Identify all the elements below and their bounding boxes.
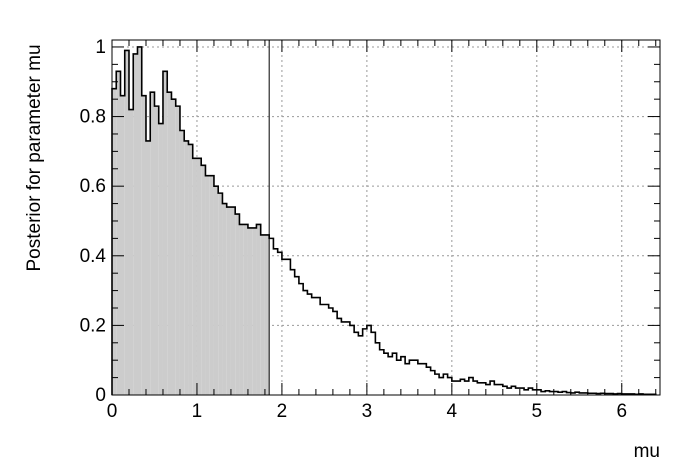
histogram-bin-fill (133, 53, 138, 395)
histogram-bin-fill (252, 227, 257, 395)
tick-layer: 0 1 2 3 4 5 6 0 0.2 0.4 0.6 0.8 1 (80, 37, 660, 422)
histogram-bin-fill (243, 224, 248, 395)
histogram-bin-fill (235, 214, 240, 395)
histogram-bin-fill (162, 71, 168, 395)
histogram-bin-fill (188, 144, 193, 395)
histogram-bin-fill (150, 92, 155, 396)
histogram-bin-fill (167, 92, 172, 396)
histogram-bin-fill (256, 224, 261, 395)
histogram-bin-fill (239, 224, 244, 395)
histogram-bin-fill (264, 234, 270, 395)
x-tick-label: 0 (107, 401, 118, 422)
histogram-bin-fill (184, 140, 189, 395)
plot-frame (111, 39, 661, 396)
labels-layer: mu Posterior for parameter mu (24, 44, 660, 462)
histogram-bin-fill (247, 227, 253, 395)
histogram-bin-fill (137, 46, 142, 395)
y-tick-label: 0.4 (80, 246, 107, 267)
histogram-bin-fill (209, 175, 214, 395)
histogram-bin-fill (141, 95, 146, 395)
histogram-bin-fill (226, 207, 231, 395)
histogram-bin-fill (230, 207, 236, 395)
histogram-bin-fill (154, 106, 159, 396)
y-tick-label: 0.2 (80, 315, 106, 336)
histogram-bin-fill (112, 88, 117, 395)
x-tick-label: 2 (277, 401, 288, 422)
histogram-bin-fill (260, 234, 265, 395)
histogram-bin-fill (124, 50, 129, 396)
histogram-bin-fill (213, 186, 219, 395)
x-tick-label: 6 (616, 401, 627, 422)
x-axis-title: mu (634, 441, 660, 462)
y-tick-label: 0.8 (80, 107, 106, 128)
y-tick-label: 0.6 (80, 176, 106, 197)
axes-layer (111, 39, 661, 396)
y-tick-label: 0 (95, 385, 106, 406)
x-tick-label: 5 (532, 401, 543, 422)
histogram-fill (112, 46, 270, 396)
x-tick-label: 4 (447, 401, 458, 422)
histogram-bin-fill (192, 158, 197, 395)
histogram-bin-fill (218, 193, 223, 395)
histogram-bin-fill (196, 158, 202, 395)
histogram-outline (111, 40, 657, 396)
histogram-bin-fill (128, 109, 134, 395)
histogram-step-line (111, 46, 657, 396)
histogram-bin-fill (116, 71, 121, 395)
y-tick-label: 1 (95, 37, 106, 58)
histogram-bin-fill (175, 106, 180, 396)
histogram-bin-fill (201, 165, 206, 395)
histogram-bin-fill (120, 95, 125, 395)
histogram-bin-fill (205, 175, 210, 395)
x-tick-label: 3 (362, 401, 373, 422)
histogram-bin-fill (222, 203, 227, 395)
x-tick-label: 1 (192, 401, 203, 422)
histogram-bin-fill (171, 99, 176, 396)
y-axis-title: Posterior for parameter mu (24, 44, 45, 271)
histogram-bin-fill (179, 130, 185, 396)
histogram-bin-fill (145, 140, 151, 395)
histogram-bin-fill (158, 123, 163, 395)
